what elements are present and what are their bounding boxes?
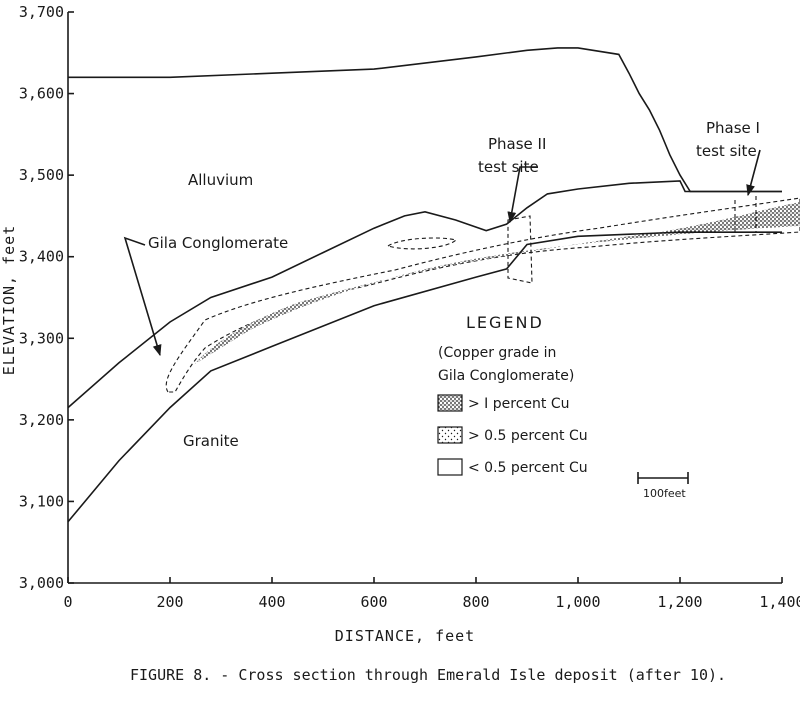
x-tick-label: 200 [156, 593, 183, 611]
y-tick-label: 3,100 [19, 492, 64, 510]
legend: LEGEND (Copper grade in Gila Conglomerat… [437, 313, 588, 476]
y-tick-label: 3,300 [19, 329, 64, 347]
phase2-label-line1: Phase II [488, 135, 546, 153]
scale-bar: 100feet [637, 472, 689, 500]
granite-top-line [67, 231, 782, 523]
x-tick-label: 400 [258, 593, 285, 611]
plot-frame [67, 12, 782, 584]
y-tick-label: 3,500 [19, 166, 64, 184]
x-axis-title: DISTANCE, feet [335, 627, 475, 645]
alluvium-base-line [67, 180, 782, 409]
scale-bar-label: 100feet [643, 487, 686, 500]
legend-title: LEGEND [466, 313, 544, 332]
x-tick-label: 0 [63, 593, 72, 611]
x-tick-label: 800 [462, 593, 489, 611]
y-tick-label: 3,600 [19, 85, 64, 103]
legend-subtitle-2: Gila Conglomerate) [438, 368, 574, 384]
x-tick-label: 1,200 [657, 593, 702, 611]
x-tick-label: 600 [360, 593, 387, 611]
phase1-arrow [746, 149, 761, 197]
small-lens [386, 237, 458, 250]
legend-swatch-sparse [437, 426, 463, 444]
y-tick-label: 3,400 [19, 248, 64, 266]
label-granite: Granite [183, 432, 239, 450]
figure-caption: FIGURE 8. - Cross section through Emeral… [130, 666, 726, 684]
ore-zone-high-grade [195, 202, 800, 364]
y-tick-label: 3,000 [19, 574, 64, 592]
phase2-arrow [507, 166, 538, 224]
ground-surface-line [68, 47, 782, 193]
x-tick-label: 1,000 [555, 593, 600, 611]
legend-swatch-dense [437, 394, 463, 412]
geologic-profiles [67, 47, 782, 523]
y-axis-title: ELEVATION, feet [0, 225, 18, 375]
legend-subtitle-1: (Copper grade in [438, 345, 556, 361]
label-gila-conglomerate: Gila Conglomerate [148, 234, 288, 252]
phase1-label-line2: test site [696, 142, 757, 160]
label-alluvium: Alluvium [188, 171, 253, 189]
phase2-label-line2: test site [478, 158, 539, 176]
axes: 0 200 400 600 800 1,000 1,200 1,400 3,000 3,100 3,… [19, 3, 800, 611]
phase2-zone [507, 215, 533, 284]
legend-item-2: > 0.5 percent Cu [468, 428, 588, 444]
legend-item-1: > I percent Cu [468, 396, 569, 412]
x-tick-label: 1,400 [759, 593, 800, 611]
legend-swatch-none [437, 458, 463, 476]
y-tick-label: 3,700 [19, 3, 64, 21]
phase1-label-line1: Phase I [706, 119, 760, 137]
gila-arrow [123, 236, 162, 357]
legend-item-3: < 0.5 percent Cu [468, 460, 588, 476]
ore-zones [165, 196, 800, 393]
y-tick-label: 3,200 [19, 411, 64, 429]
